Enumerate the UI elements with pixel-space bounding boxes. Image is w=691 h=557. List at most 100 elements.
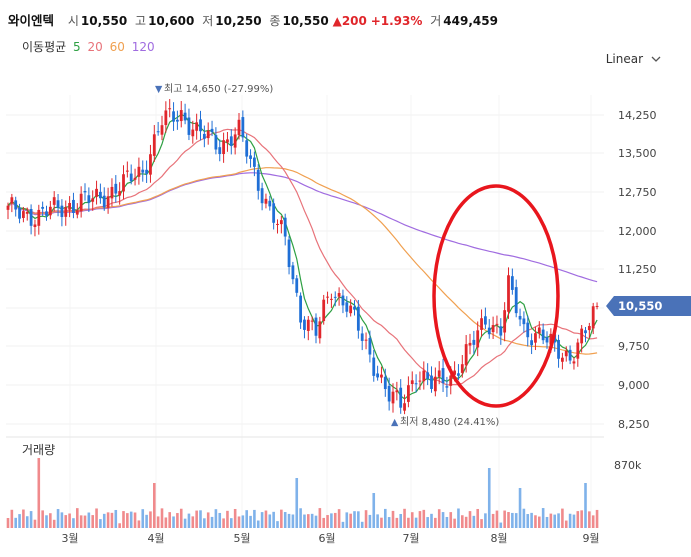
candle-body xyxy=(514,287,518,314)
candle-body xyxy=(510,276,514,290)
x-label: 4월 xyxy=(147,532,164,545)
candle-body xyxy=(414,383,418,385)
volume-bar xyxy=(476,508,479,528)
volume-bar xyxy=(226,510,229,528)
volume-bar xyxy=(484,513,487,528)
candle-body xyxy=(214,135,218,150)
candle-body xyxy=(418,380,422,382)
volume-bar xyxy=(530,512,533,528)
candle-body xyxy=(306,319,310,331)
candle-body xyxy=(226,139,229,143)
low-label: 저 xyxy=(202,14,214,28)
volume-bar xyxy=(68,513,71,528)
candle-body xyxy=(233,134,237,148)
volume-label: 거 xyxy=(430,14,442,28)
candle-body xyxy=(137,166,141,177)
volume-bar xyxy=(272,511,275,528)
high-value: 10,600 xyxy=(148,14,195,28)
candle-body xyxy=(426,372,430,379)
volume-bar xyxy=(295,478,299,528)
volume-bar xyxy=(76,508,79,528)
volume-bar xyxy=(576,511,580,528)
candle-body xyxy=(106,196,110,208)
candle-body xyxy=(168,108,172,110)
volume-bar xyxy=(264,510,268,528)
volume-bar xyxy=(214,509,218,528)
volume-bar xyxy=(218,512,222,528)
volume-bar xyxy=(245,510,248,528)
candle-body xyxy=(568,349,572,361)
close-value: 10,550 xyxy=(282,14,329,28)
volume-bar xyxy=(222,518,225,528)
x-label: 5월 xyxy=(233,532,250,545)
candle-body xyxy=(64,207,68,217)
volume-bar xyxy=(395,517,399,528)
volume-bar xyxy=(368,514,372,528)
volume-bar xyxy=(391,510,395,528)
price-tick: 9,750 xyxy=(618,340,650,353)
volume-bar xyxy=(141,509,145,528)
volume-bar xyxy=(376,514,379,528)
volume-bar xyxy=(91,515,94,528)
open-value: 10,550 xyxy=(80,14,128,28)
volume-bar xyxy=(83,515,87,528)
ma-60: 60 xyxy=(109,40,125,54)
candle-body xyxy=(176,119,179,122)
moving-average-legend[interactable]: 이동평균 5 20 60 120 xyxy=(22,38,158,55)
volume-bar xyxy=(480,519,483,528)
candle-body xyxy=(41,206,45,209)
volume-bar xyxy=(511,512,514,528)
candle-body xyxy=(83,190,87,193)
volume-max-label: 870k xyxy=(614,459,642,472)
scale-select[interactable]: Linear xyxy=(606,52,661,66)
ma-20-line xyxy=(7,128,598,386)
volume-bar xyxy=(183,518,187,528)
volume-bar xyxy=(203,518,206,528)
candle-body xyxy=(453,370,456,375)
volume-bar xyxy=(584,483,587,528)
candle-body xyxy=(380,374,383,378)
volume-bar xyxy=(199,510,202,528)
candle-body xyxy=(56,200,60,208)
volume-bar xyxy=(260,512,264,528)
volume-bar xyxy=(283,512,287,528)
candle-body xyxy=(330,298,333,300)
ma-120-line xyxy=(7,172,598,283)
volume-bar xyxy=(14,517,17,528)
candle-body xyxy=(145,169,148,174)
close-label: 종 xyxy=(269,14,281,28)
high-annotation: 최고 14,650 (-27.99%) xyxy=(164,83,273,95)
candle-body xyxy=(87,195,91,203)
candle-body xyxy=(303,319,306,330)
volume-bar xyxy=(403,508,406,528)
volume-bar xyxy=(349,513,352,528)
volume-bar xyxy=(172,516,175,528)
candle-body xyxy=(29,209,33,226)
candle-body xyxy=(391,391,395,404)
volume-bar xyxy=(453,518,456,528)
candle-body xyxy=(480,318,483,330)
volume-bar xyxy=(299,508,302,528)
candle-body xyxy=(276,223,279,225)
volume-bar xyxy=(387,517,391,528)
volume-bar xyxy=(118,523,121,528)
candle-body xyxy=(530,340,533,346)
volume-bar xyxy=(464,516,468,528)
price-tick: 8,250 xyxy=(618,418,650,431)
candle-body xyxy=(253,157,256,167)
ma-20: 20 xyxy=(87,40,103,54)
volume-bar xyxy=(33,519,37,528)
candle-body xyxy=(45,211,48,216)
candle-body xyxy=(403,403,406,411)
candle-body xyxy=(37,209,41,226)
volume-bar xyxy=(60,512,64,528)
price-tick: 11,250 xyxy=(618,263,657,276)
volume-bar xyxy=(37,458,41,528)
volume-bar xyxy=(526,514,530,528)
candle-body xyxy=(118,191,122,196)
candle-body xyxy=(407,385,410,402)
candle-body xyxy=(199,119,202,132)
candle-body xyxy=(580,328,584,344)
x-label: 3월 xyxy=(61,532,78,545)
